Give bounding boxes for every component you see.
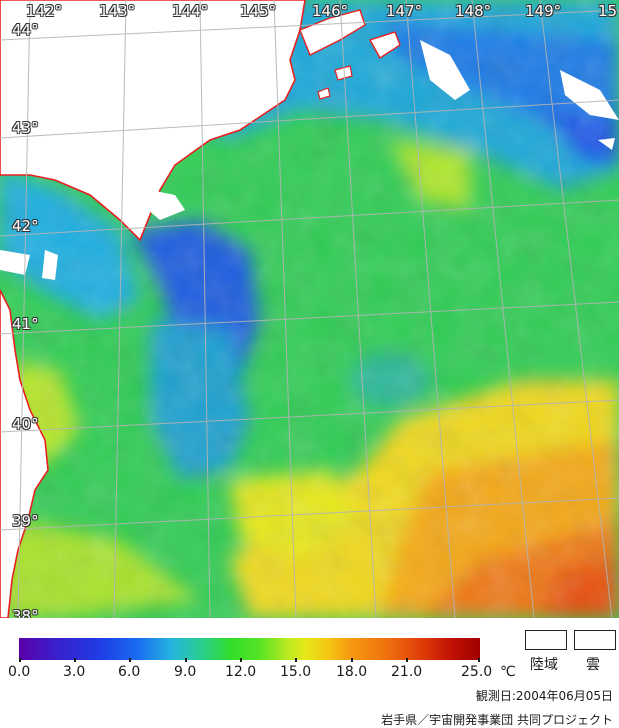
- colorbar-label: 15.0: [280, 664, 312, 680]
- longitude-label: 144°: [172, 2, 209, 20]
- colorbar-tick: [406, 658, 408, 662]
- colorbar-label: 6.0: [118, 664, 141, 680]
- latitude-label: 42°: [12, 217, 39, 235]
- colorbar-tick: [240, 658, 242, 662]
- observation-date: 観測日:2004年06月05日: [475, 689, 613, 703]
- colorbar-tick: [19, 658, 21, 662]
- latitude-label: 41°: [12, 315, 39, 333]
- land-etorofu: [368, 31, 401, 59]
- longitude-label: 147°: [386, 2, 423, 20]
- colorbar-label: 12.0: [225, 664, 257, 680]
- latitude-label: 38°: [12, 608, 39, 618]
- latitude-label: 40°: [12, 415, 39, 433]
- land-legend-label: 陸域: [530, 657, 558, 673]
- land-legend-swatch: [525, 630, 567, 650]
- colorbar-tick: [129, 658, 131, 662]
- graticule: [0, 0, 619, 618]
- latitude-label: 44°: [12, 21, 39, 39]
- sea-surface-temperature-map: [0, 0, 619, 618]
- cloud-legend-swatch: [574, 630, 616, 650]
- land-islet: [334, 65, 353, 81]
- colorbar-tick: [74, 658, 76, 662]
- colorbar-label: 18.0: [336, 664, 368, 680]
- longitude-label: 146°: [312, 2, 349, 20]
- latitude-label: 43°: [12, 119, 39, 137]
- colorbar-label: 3.0: [63, 664, 86, 680]
- colorbar-tick: [295, 658, 297, 662]
- longitude-label: 15: [598, 2, 618, 20]
- colorbar-label: 0.0: [8, 664, 31, 680]
- credit-line: 岩手県／宇宙開発事業団 共同プロジェクト: [381, 713, 613, 727]
- cloud-legend-label: 雲: [586, 657, 600, 673]
- land-islet: [317, 87, 331, 100]
- longitude-label: 149°: [525, 2, 562, 20]
- cloud-patches: [0, 40, 619, 280]
- latitude-label: 39°: [12, 512, 39, 530]
- longitude-label: 142°: [26, 2, 63, 20]
- colorbar-label: 21.0: [391, 664, 423, 680]
- colorbar-tick: [185, 658, 187, 662]
- land-hokkaido: [0, 0, 306, 242]
- temperature-colorbar: [19, 638, 480, 660]
- land-kunashiri: [299, 9, 366, 56]
- longitude-label: 148°: [455, 2, 492, 20]
- colorbar-tick: [478, 658, 480, 662]
- colorbar-label: 9.0: [174, 664, 197, 680]
- colorbar-unit: ℃: [500, 664, 516, 680]
- longitude-label: 143°: [99, 2, 136, 20]
- colorbar-tick: [351, 658, 353, 662]
- land-honshu: [0, 289, 49, 618]
- colorbar-label: 25.0: [461, 664, 493, 680]
- longitude-label: 145°: [240, 2, 277, 20]
